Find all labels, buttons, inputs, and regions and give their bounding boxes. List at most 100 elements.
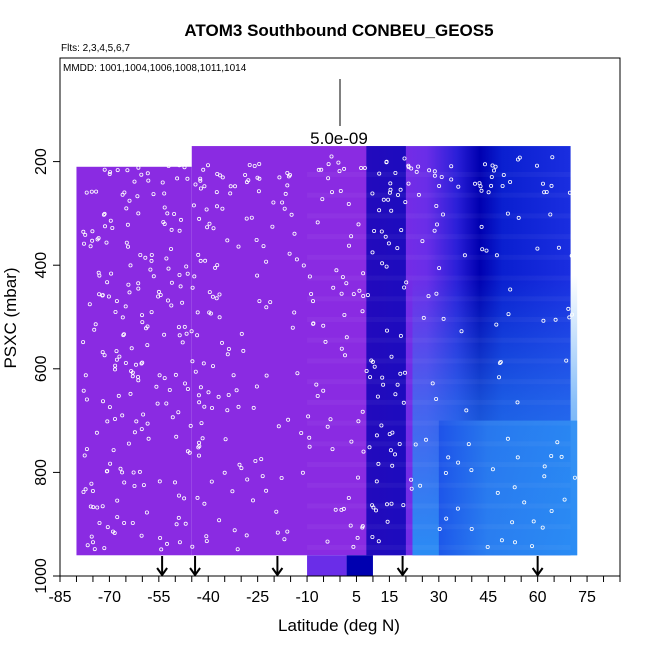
data-point — [102, 353, 107, 358]
data-point — [340, 275, 345, 280]
data-point — [192, 274, 197, 279]
data-point — [321, 323, 326, 328]
data-point — [133, 362, 138, 367]
data-point — [104, 240, 109, 245]
data-point — [505, 211, 510, 216]
x-tick-label: 60 — [529, 589, 547, 606]
y-tick-label: 200 — [33, 148, 50, 175]
data-point — [346, 495, 351, 500]
data-point — [208, 311, 213, 316]
data-point — [108, 218, 113, 223]
data-point — [338, 188, 343, 193]
data-point — [182, 381, 187, 386]
data-point — [89, 481, 94, 486]
data-point — [386, 241, 391, 246]
data-point — [402, 285, 407, 290]
data-point — [385, 519, 390, 524]
data-point — [522, 500, 527, 505]
data-point — [160, 180, 165, 185]
data-point — [220, 175, 225, 180]
heatmap-field — [76, 146, 578, 576]
x-axis: -85 -70 -55 -40 -25 -10 5 15 30 45 60 75 — [48, 576, 621, 606]
data-point — [427, 168, 432, 173]
data-point — [113, 363, 118, 368]
field-band — [307, 482, 571, 488]
data-point — [257, 299, 262, 304]
data-point — [162, 376, 167, 381]
data-point — [426, 294, 431, 299]
data-point — [459, 329, 464, 334]
data-point — [562, 497, 567, 502]
y-axis-label: PSXC (mbar) — [1, 267, 20, 368]
scale-label: 5.0e-09 — [310, 129, 368, 148]
data-point — [197, 216, 202, 221]
data-point — [117, 354, 122, 359]
data-point — [138, 252, 143, 257]
data-point — [301, 263, 306, 268]
data-point — [398, 333, 403, 338]
data-point — [125, 168, 130, 173]
data-point — [178, 284, 183, 289]
data-point — [223, 437, 228, 442]
data-point — [432, 169, 437, 174]
data-point — [201, 361, 206, 366]
data-point — [346, 201, 351, 206]
field-band — [307, 234, 571, 240]
data-point — [217, 518, 222, 523]
data-point — [247, 162, 252, 167]
data-point — [440, 212, 445, 217]
data-point — [270, 224, 275, 229]
data-point — [559, 454, 564, 459]
data-point — [276, 424, 281, 429]
data-point — [264, 488, 269, 493]
data-point — [255, 175, 260, 180]
data-point — [285, 170, 290, 175]
data-point — [146, 436, 151, 441]
data-point — [116, 393, 121, 398]
data-point — [321, 388, 326, 393]
x-tick-label: -25 — [246, 589, 269, 606]
data-point — [132, 179, 137, 184]
data-point — [254, 237, 259, 242]
data-point — [114, 299, 119, 304]
data-point — [176, 410, 181, 415]
data-point — [374, 433, 379, 438]
data-point — [553, 317, 558, 322]
data-point — [198, 176, 203, 181]
data-point — [359, 165, 364, 170]
data-point — [384, 502, 389, 507]
data-point — [122, 521, 127, 526]
data-point — [300, 470, 305, 475]
data-point — [357, 288, 362, 293]
data-point — [388, 448, 393, 453]
data-point — [315, 393, 320, 398]
data-point — [172, 211, 177, 216]
data-point — [185, 271, 190, 276]
data-point — [139, 533, 144, 538]
data-point — [183, 521, 188, 526]
data-point — [287, 172, 292, 177]
data-point — [235, 547, 240, 552]
data-point — [215, 263, 220, 268]
data-point — [167, 387, 172, 392]
data-point — [299, 430, 304, 435]
data-point — [360, 524, 365, 529]
data-point — [210, 364, 215, 369]
data-point — [444, 516, 449, 521]
data-point — [515, 400, 520, 405]
data-point — [94, 430, 99, 435]
data-point — [97, 273, 102, 278]
data-point — [184, 264, 189, 269]
data-point — [494, 322, 499, 327]
field-band — [307, 192, 571, 198]
data-point — [141, 483, 146, 488]
data-point — [549, 183, 554, 188]
data-point — [135, 374, 140, 379]
data-point — [277, 175, 282, 180]
data-point — [351, 292, 356, 297]
data-point — [370, 535, 375, 540]
data-point — [402, 370, 407, 375]
data-point — [109, 271, 114, 276]
data-point — [434, 222, 439, 227]
